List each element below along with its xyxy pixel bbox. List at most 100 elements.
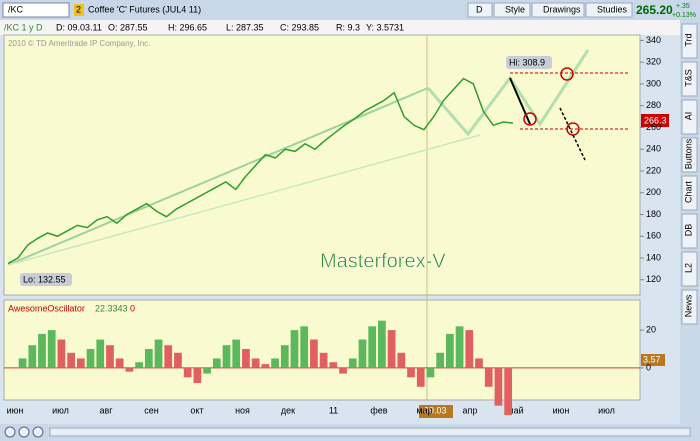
period: D [476,4,483,14]
last-price: 265.20 [636,3,673,17]
price-tag [641,114,669,127]
trend-lines [7,49,628,266]
osc-bar [174,352,182,368]
description: Coffee 'C' Futures (JUL4 11) [88,4,201,14]
osc-bar [504,367,512,416]
osc-bar [183,367,192,378]
osc-tag [641,354,665,366]
style-button[interactable] [493,2,531,18]
osc-bar [339,367,347,374]
info-date: D: 09.03.11 [56,22,102,32]
x-tick-label: апр [463,405,478,415]
x-tick-label: июн [553,405,570,415]
low-label: Lo: 132.55 [23,274,66,284]
low-box [20,273,72,286]
y-tick-label: 300 [646,78,661,88]
osc-bar [203,367,211,374]
osc-bar [96,339,105,368]
y-tick-label: 120 [646,274,661,284]
osc-bar [494,367,503,406]
osc-zero: 0 [130,303,135,313]
osc-bar [465,330,474,368]
osc-tag-label: 3.57 [643,354,661,364]
x-tick-label: июл [52,405,69,415]
sidebar-tab-label: Buttons [683,138,693,169]
sidebar-tab-label: DB [683,224,693,237]
period-button[interactable] [467,2,493,18]
sidebar-tab[interactable] [681,251,698,287]
osc-bar [164,345,173,368]
osc-bar [86,349,95,368]
x-tick-label: авг [99,405,113,415]
osc-bar [193,367,202,383]
osc-bar [387,330,396,368]
price-panel [3,34,641,296]
osc-bar [154,339,163,368]
osc-bar [232,339,241,368]
info-close: C: 293.85 [280,22,319,32]
symbol: /KC [8,4,24,14]
sidebar-tab[interactable] [681,213,698,249]
osc-bar [57,339,66,368]
info-name: /KC 1 y D [4,22,43,32]
sidebar-tab-label: Trd [683,33,693,46]
osc-bar [378,320,386,368]
link-badge[interactable] [74,4,84,16]
sidebar-tab[interactable] [681,61,698,97]
osc-bar [455,326,464,368]
sidebar-tab[interactable] [681,99,698,135]
sidebar-tab-label: News [683,294,693,317]
osc-bar [47,330,56,368]
y-tick-label: 20 [646,324,656,334]
studies-button[interactable] [585,2,633,18]
sidebar-tab[interactable] [681,175,698,211]
osc-bar [280,345,289,368]
info-high: H: 296.65 [168,22,207,32]
x-tick-label: июн [7,405,24,415]
osc-bar [106,345,114,368]
osc-bar [358,339,367,368]
cursor-date: 09.03 [424,405,447,415]
y-tick-label: 240 [646,144,661,154]
osc-name: AwesomeOscillator [8,303,85,313]
osc-bar [271,358,279,368]
sidebar-tab-label: AI [683,112,693,121]
sidebar-tab[interactable] [681,289,698,325]
high-label: Hi: 308.9 [509,57,545,67]
watermark: Masterforex-V [320,250,446,272]
x-tick-label: июл [598,405,615,415]
osc-bar [242,349,250,368]
osc-bar [125,367,134,372]
osc-bar [67,352,75,368]
symbol-box[interactable] [2,2,70,18]
osc-bar [368,326,377,368]
zoom-controls[interactable] [4,426,691,438]
osc-bar [475,358,483,368]
osc-bar [319,352,328,368]
info-open: O: 287.55 [108,22,148,32]
y-tick-label: 320 [646,57,661,67]
sidebar-tab-label: T&S [683,69,693,87]
osc-bar [407,367,415,378]
y-tick-label: 280 [646,100,661,110]
osc-bar [348,358,357,368]
sidebar-tab[interactable] [681,23,698,59]
drawings: Drawings [543,4,581,14]
osc-bar [212,358,221,368]
change: +.35 [676,3,690,10]
x-tick-label: май [507,405,523,415]
osc-bar [484,367,493,387]
style: Style [505,4,525,14]
link: 2 [76,4,81,14]
info-y: Y: 3.5731 [366,22,404,32]
osc-bar [397,352,406,368]
y-tick-label: 220 [646,165,661,175]
drawings-button[interactable] [531,2,585,18]
y-tick-label: 0 [646,362,651,372]
sidebar-tab[interactable] [681,137,698,173]
info-range: R: 9.3 [336,22,360,32]
osc-bar [222,345,231,368]
osc-bar [38,333,46,368]
y-tick-label: 200 [646,187,661,197]
